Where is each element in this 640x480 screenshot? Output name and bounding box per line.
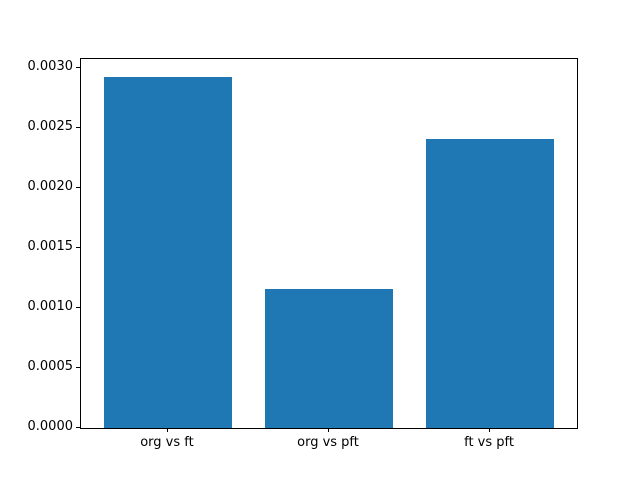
y-axis-tick-label: 0.0000	[27, 419, 74, 434]
x-axis-category-label: org vs pft	[297, 435, 359, 450]
plot-area	[80, 58, 578, 429]
y-axis-tick-mark	[76, 247, 80, 249]
x-axis-category-label: ft vs pft	[464, 435, 514, 450]
x-axis-tick-mark	[489, 428, 491, 432]
x-axis-tick-mark	[166, 428, 168, 432]
bar-ft-vs-pft	[425, 139, 555, 428]
y-axis-tick-mark	[76, 127, 80, 129]
x-axis-tick-mark	[328, 428, 329, 432]
y-axis-tick-label: 0.0010	[27, 299, 74, 315]
y-axis-tick-mark	[76, 307, 80, 309]
bar-org-vs-ft	[103, 76, 233, 428]
y-axis-tick-label: 0.0005	[27, 359, 74, 375]
y-axis-tick-label: 0.0030	[27, 59, 74, 75]
y-axis-tick-mark	[76, 367, 80, 369]
x-axis-category-label: org vs ft	[140, 435, 194, 450]
y-axis-tick-label: 0.0020	[27, 179, 74, 195]
y-axis-tick-label: 0.0025	[27, 119, 74, 135]
bar-org-vs-pft	[264, 288, 394, 428]
y-axis-tick-label: 0.0015	[27, 239, 74, 255]
y-axis-tick-mark	[76, 427, 80, 428]
y-axis-tick-mark	[76, 67, 80, 69]
y-axis-tick-mark	[76, 187, 80, 189]
